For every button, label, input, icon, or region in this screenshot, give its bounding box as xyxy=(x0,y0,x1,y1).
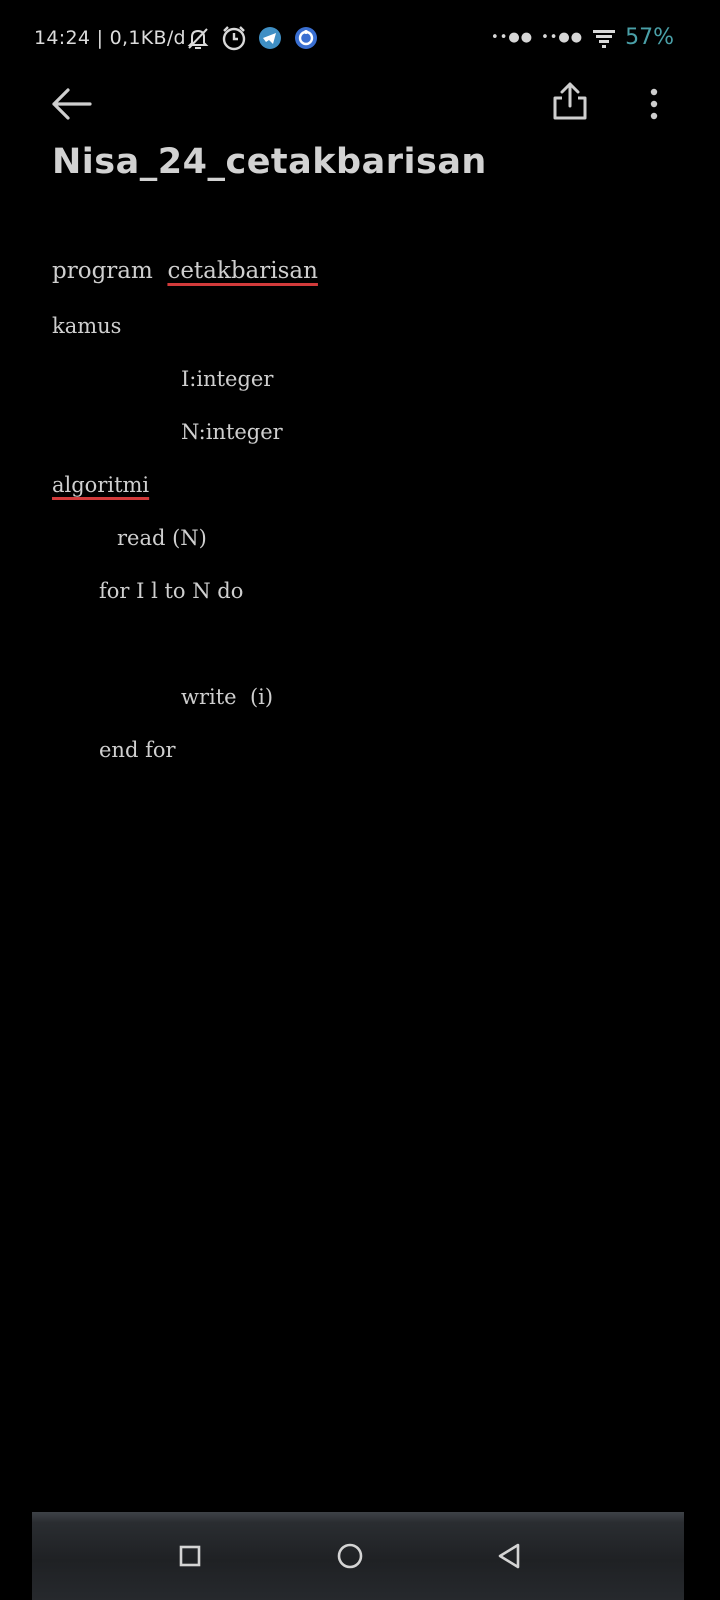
share-icon[interactable] xyxy=(549,80,591,124)
note-line-for: for I l to N do xyxy=(99,579,244,603)
note-line-write: write (i) xyxy=(181,685,274,709)
program-keyword: program xyxy=(52,258,168,284)
bell-off-icon xyxy=(187,28,209,49)
algoritmi-misspelled[interactable]: algoritmi xyxy=(52,473,150,497)
note-line-var-i: I:integer xyxy=(181,367,274,391)
note-line-kamus: kamus xyxy=(52,314,122,338)
battery-percentage: 57% xyxy=(625,25,674,50)
system-navigation-bar xyxy=(32,1512,684,1600)
status-system-icons: ••●● ••●● 57% xyxy=(491,25,674,50)
status-time-speed: 14:24 | 0,1KB/d xyxy=(34,27,186,49)
recents-square-icon[interactable] xyxy=(168,1534,212,1578)
note-line-program: program cetakbarisan xyxy=(52,258,318,284)
status-bar: 14:24 | 0,1KB/d ••●● ••●● xyxy=(0,0,720,80)
back-arrow-icon[interactable] xyxy=(46,84,94,124)
note-title[interactable]: Nisa_24_cetakbarisan xyxy=(52,142,487,182)
alarm-clock-icon xyxy=(222,26,246,51)
status-notification-icons xyxy=(184,24,320,52)
back-triangle-icon[interactable] xyxy=(487,1534,531,1578)
note-line-read: read (N) xyxy=(117,526,207,550)
note-line-var-n: N:integer xyxy=(181,420,283,444)
home-circle-icon[interactable] xyxy=(328,1534,372,1578)
program-name-misspelled[interactable]: cetakbarisan xyxy=(167,258,318,284)
signal-strength-2: ••●● xyxy=(541,30,584,45)
sync-app-icon xyxy=(295,27,317,49)
signal-strength-1: ••●● xyxy=(491,30,534,45)
telegram-icon xyxy=(259,27,281,49)
note-line-algoritmi: algoritmi xyxy=(52,473,149,497)
wifi-icon xyxy=(593,29,616,48)
more-vertical-icon[interactable] xyxy=(642,84,666,124)
note-line-end-for: end for xyxy=(99,738,176,762)
